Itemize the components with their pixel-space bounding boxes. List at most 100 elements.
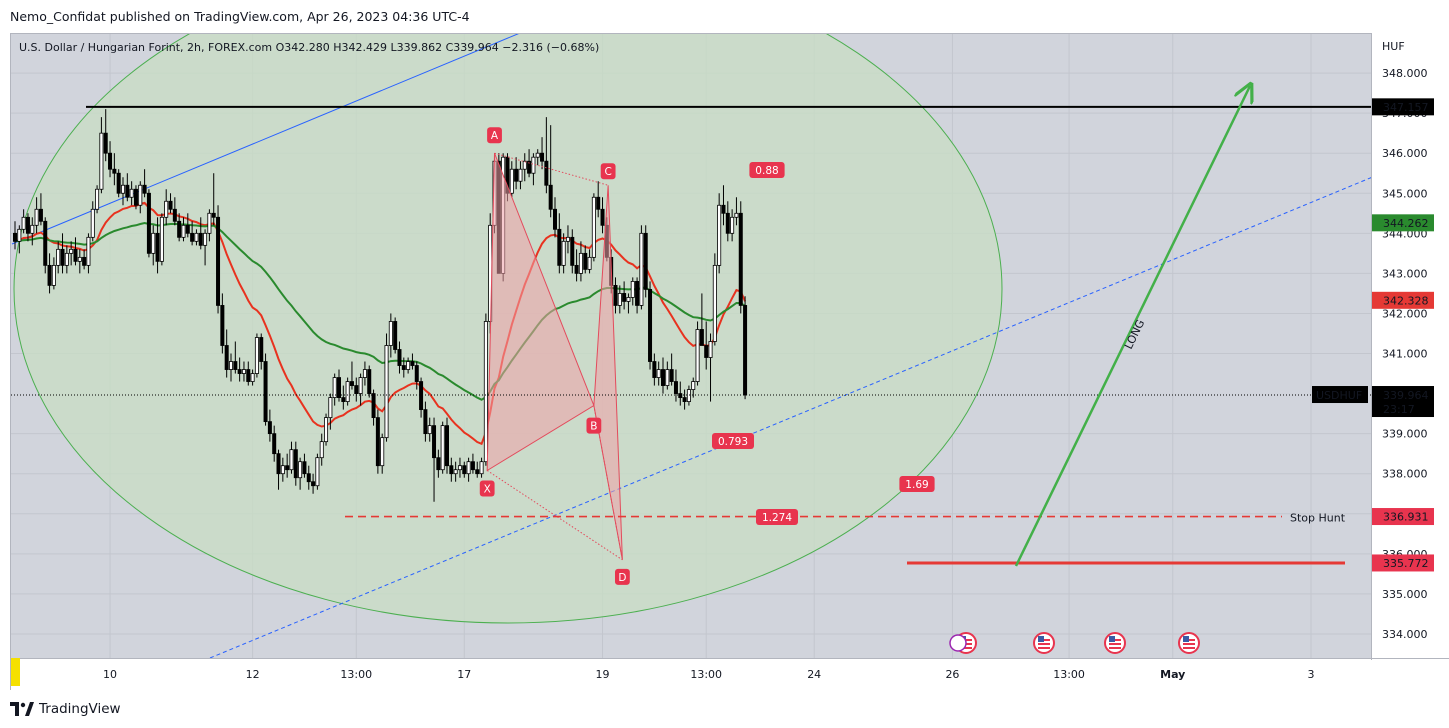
candle-body[interactable] [548, 184, 553, 210]
candle-body[interactable] [453, 469, 458, 475]
candle-body[interactable] [259, 337, 264, 362]
candle-body[interactable] [479, 461, 484, 475]
candle-body[interactable] [509, 168, 514, 194]
candle-body[interactable] [280, 465, 285, 475]
candle-body[interactable] [159, 216, 164, 262]
candle-body[interactable] [315, 457, 320, 487]
time-axis[interactable]: 10 12 13:00 17 19 13:00 24 26 13:00 May 3 [103, 668, 1314, 681]
candle-body[interactable] [414, 365, 419, 382]
candle-body[interactable] [427, 425, 432, 435]
candle-body[interactable] [25, 216, 30, 234]
tradingview-brand[interactable]: TradingView [10, 700, 121, 718]
candle-body[interactable] [371, 393, 376, 419]
candle-body[interactable] [293, 449, 298, 479]
candle-body[interactable] [207, 212, 212, 234]
candle-body[interactable] [51, 264, 56, 286]
candle-body[interactable] [384, 345, 389, 439]
candle-body[interactable] [652, 361, 657, 378]
candle-body[interactable] [237, 369, 242, 374]
candle-body[interactable] [600, 208, 605, 226]
candle-body[interactable] [216, 216, 221, 306]
candle-body[interactable] [738, 212, 743, 306]
candle-body[interactable] [475, 469, 480, 475]
candle-body[interactable] [77, 256, 82, 262]
candle-body[interactable] [712, 264, 717, 342]
candle-body[interactable] [177, 220, 182, 238]
candle-body[interactable] [73, 248, 78, 262]
candle-body[interactable] [544, 160, 549, 186]
candle-body[interactable] [349, 381, 354, 386]
candle-body[interactable] [466, 461, 471, 475]
candle-body[interactable] [233, 361, 238, 370]
candle-body[interactable] [596, 196, 601, 210]
candle-body[interactable] [56, 248, 61, 266]
candle-body[interactable] [60, 248, 65, 266]
candle-body[interactable] [630, 280, 635, 298]
candle-body[interactable] [423, 409, 428, 435]
candle-body[interactable] [302, 461, 307, 475]
candle-body[interactable] [138, 184, 143, 206]
candle-body[interactable] [583, 252, 588, 270]
candle-body[interactable] [721, 204, 726, 214]
candle-body[interactable] [246, 369, 251, 382]
candle-body[interactable] [635, 280, 640, 306]
candle-body[interactable] [553, 208, 558, 230]
candle-body[interactable] [661, 369, 666, 386]
candle-body[interactable] [406, 361, 411, 370]
candle-body[interactable] [522, 160, 527, 170]
candle-body[interactable] [121, 184, 126, 194]
candle-body[interactable] [436, 457, 441, 471]
candle-body[interactable] [734, 212, 739, 218]
candle-body[interactable] [267, 421, 272, 435]
candle-body[interactable] [198, 232, 203, 246]
candle-body[interactable] [332, 377, 337, 398]
candle-body[interactable] [561, 240, 566, 266]
candle-body[interactable] [462, 465, 467, 475]
candle-body[interactable] [643, 232, 648, 290]
candle-body[interactable] [142, 184, 147, 194]
candle-body[interactable] [190, 232, 195, 242]
candle-body[interactable] [125, 184, 130, 198]
candle-body[interactable] [34, 208, 39, 226]
candle-body[interactable] [518, 168, 523, 182]
candle-body[interactable] [112, 168, 117, 174]
candle-body[interactable] [444, 425, 449, 467]
candle-body[interactable] [272, 433, 277, 455]
candle-body[interactable] [743, 305, 748, 396]
candle-body[interactable] [375, 417, 380, 467]
candle-body[interactable] [38, 208, 43, 222]
candle-body[interactable] [410, 361, 415, 366]
candle-body[interactable] [133, 188, 138, 206]
candle-body[interactable] [380, 437, 385, 467]
candle-body[interactable] [704, 345, 709, 358]
candle-body[interactable] [626, 297, 631, 302]
candle-body[interactable] [527, 160, 532, 174]
candle-body[interactable] [155, 232, 160, 262]
candle-body[interactable] [47, 264, 52, 286]
candle-body[interactable] [30, 224, 35, 234]
candle-body[interactable] [682, 397, 687, 402]
candle-body[interactable] [263, 361, 268, 423]
us-economic-event-icon[interactable] [1178, 632, 1200, 654]
dividend-event-icon[interactable] [949, 634, 967, 652]
candle-body[interactable] [103, 132, 108, 154]
candle-body[interactable] [17, 228, 22, 242]
candle-body[interactable] [146, 192, 151, 254]
candle-body[interactable] [228, 361, 233, 370]
candle-body[interactable] [725, 212, 730, 234]
candle-body[interactable] [64, 252, 69, 266]
candle-body[interactable] [622, 293, 627, 302]
candle-body[interactable] [432, 425, 437, 459]
candle-body[interactable] [43, 220, 48, 266]
candle-body[interactable] [224, 345, 229, 370]
candle-body[interactable] [211, 212, 216, 218]
candle-body[interactable] [21, 216, 26, 230]
candle-layer[interactable] [12, 109, 748, 502]
candle-body[interactable] [298, 461, 303, 479]
candle-body[interactable] [695, 329, 700, 382]
candle-body[interactable] [470, 461, 475, 471]
candle-body[interactable] [367, 369, 372, 394]
candle-body[interactable] [116, 172, 121, 194]
candle-body[interactable] [285, 465, 290, 471]
candle-body[interactable] [82, 256, 87, 266]
